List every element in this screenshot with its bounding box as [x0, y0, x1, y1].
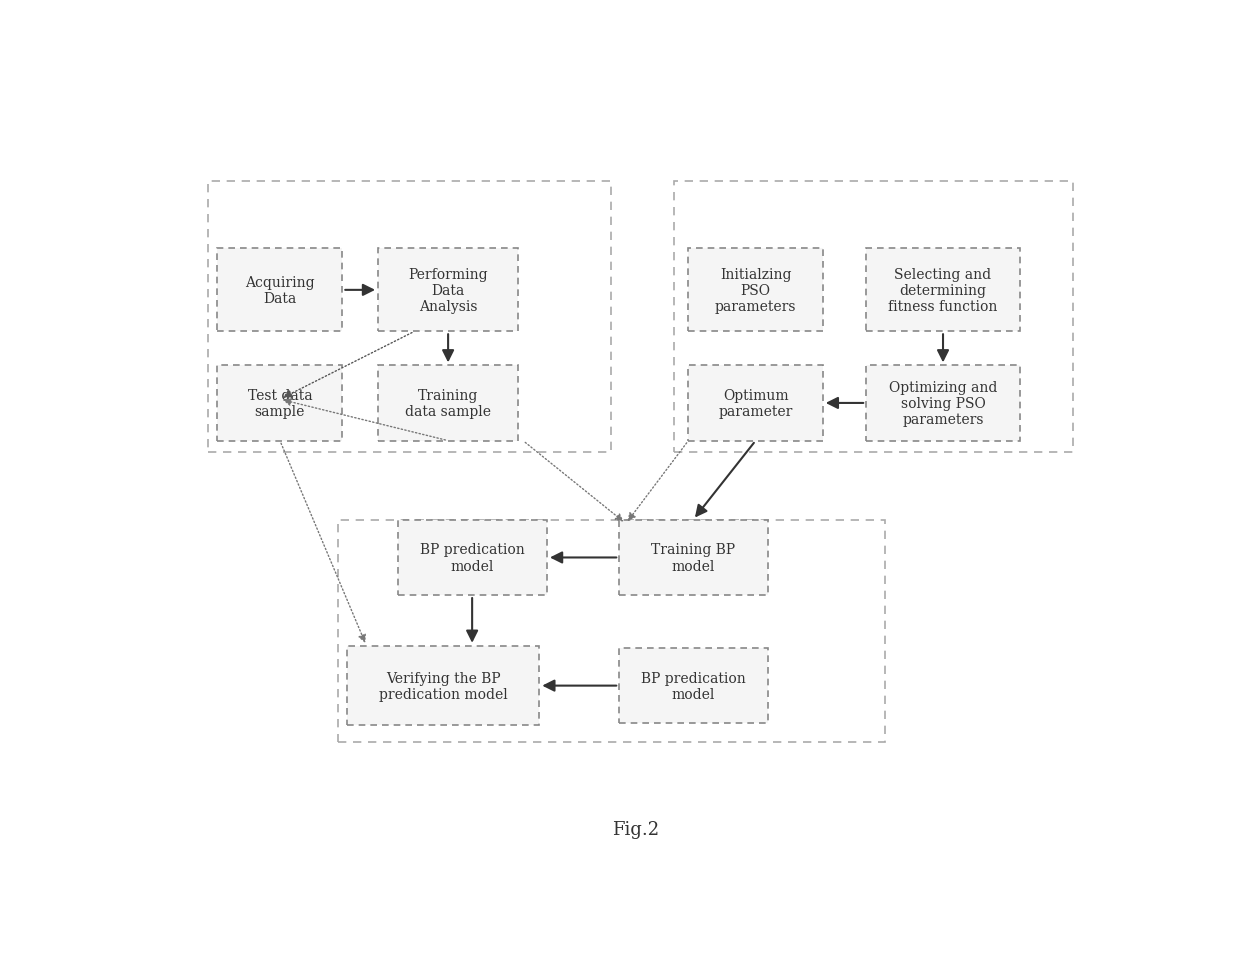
Bar	[378, 249, 518, 332]
Text: Training BP
model: Training BP model	[651, 543, 735, 573]
Bar	[378, 366, 518, 441]
Bar	[688, 366, 823, 441]
Bar	[619, 648, 768, 724]
Bar	[675, 181, 1073, 453]
Text: BP predication
model: BP predication model	[641, 671, 745, 701]
Bar	[688, 249, 823, 332]
Bar	[347, 646, 539, 726]
Text: Optimizing and
solving PSO
parameters: Optimizing and solving PSO parameters	[889, 380, 997, 426]
Bar	[337, 520, 885, 742]
Bar	[619, 520, 768, 596]
Bar	[866, 249, 1019, 332]
Text: Selecting and
determining
fitness function: Selecting and determining fitness functi…	[888, 267, 998, 314]
Text: Verifying the BP
predication model: Verifying the BP predication model	[379, 671, 507, 701]
Text: Fig.2: Fig.2	[611, 820, 660, 838]
Text: Performing
Data
Analysis: Performing Data Analysis	[408, 267, 487, 314]
Bar	[217, 249, 342, 332]
Text: Optimum
parameter: Optimum parameter	[718, 388, 792, 419]
Text: Initialzing
PSO
parameters: Initialzing PSO parameters	[715, 267, 796, 314]
Text: Test data
sample: Test data sample	[248, 388, 312, 419]
Bar	[217, 366, 342, 441]
Bar	[398, 520, 547, 596]
Text: Training
data sample: Training data sample	[405, 388, 491, 419]
Bar	[866, 366, 1019, 441]
Text: BP predication
model: BP predication model	[420, 543, 525, 573]
Bar	[208, 181, 611, 453]
Text: Acquiring
Data: Acquiring Data	[246, 276, 315, 306]
